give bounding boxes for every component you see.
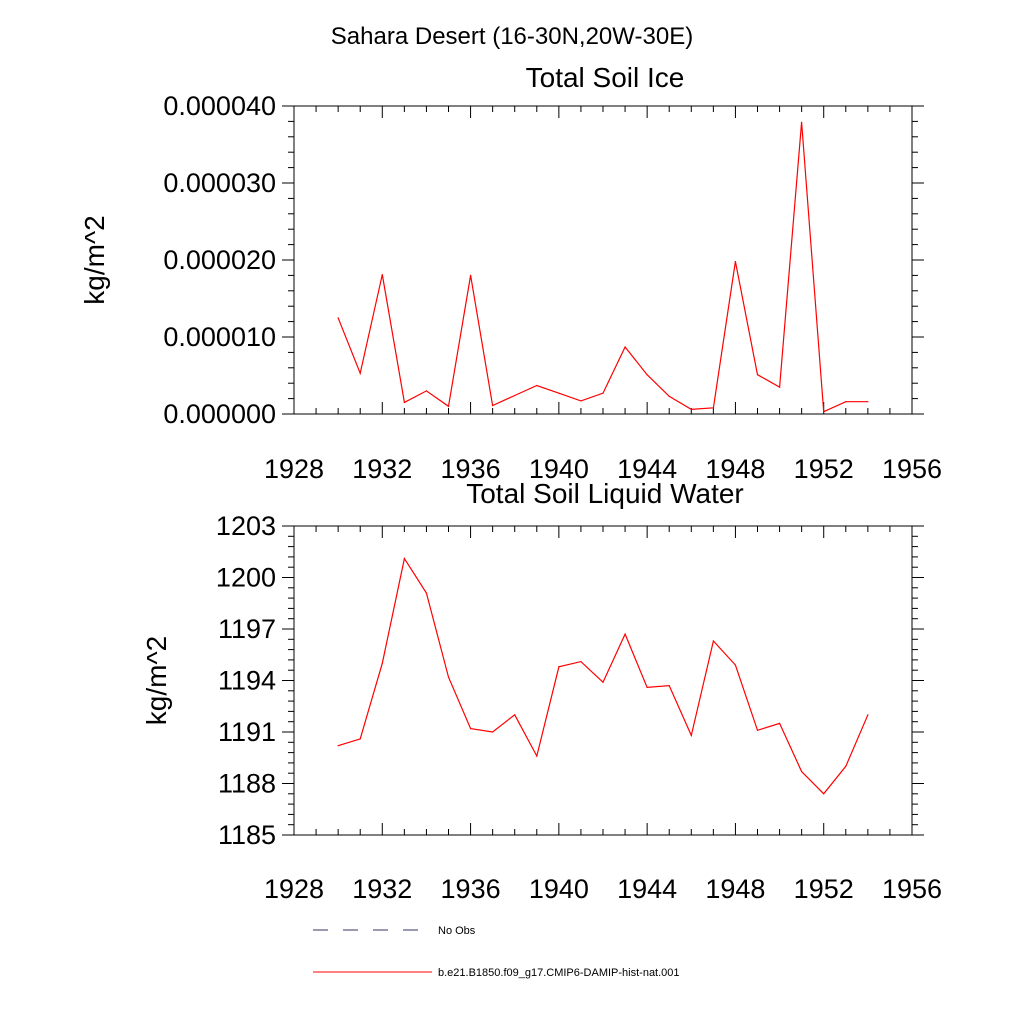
- y-tick-label: 0.000040: [163, 91, 276, 121]
- chart-panels: Total Soil Ice kg/m^2 1928 1932 1936 1940 1944…: [79, 62, 942, 904]
- x-tick-label: 1928: [264, 454, 324, 484]
- data-point: [558, 666, 560, 668]
- y-axis-label: kg/m^2: [79, 215, 110, 304]
- legend: No Obs b.e21.B1850.f09_g17.CMIP6-DAMIP-hi…: [313, 925, 680, 979]
- data-point: [845, 765, 847, 767]
- series-path: [337, 122, 868, 413]
- series-line-1: [337, 557, 869, 795]
- data-point: [337, 317, 339, 319]
- data-point: [690, 734, 692, 737]
- chart-title: Total Soil Ice: [526, 62, 685, 93]
- data-point: [801, 121, 803, 123]
- data-point: [536, 755, 538, 757]
- data-point: [779, 722, 781, 725]
- y-tick-label: 1200: [216, 563, 276, 593]
- data-point: [602, 392, 604, 394]
- data-point: [734, 664, 737, 666]
- x-tick-label: 1940: [529, 454, 589, 484]
- page-title: Sahara Desert (16-30N,20W-30E): [331, 23, 693, 50]
- y-tick-label: 1185: [218, 820, 276, 850]
- data-point: [403, 558, 405, 560]
- series-path: [337, 557, 869, 795]
- data-point: [867, 714, 869, 716]
- y-tick-label: 0.000020: [163, 245, 276, 275]
- x-tick-label: 1936: [441, 874, 501, 904]
- data-point: [536, 384, 538, 387]
- y-tick-label: 1194: [218, 666, 276, 696]
- data-point: [447, 405, 450, 407]
- x-tick-label: 1944: [617, 454, 677, 484]
- data-point: [514, 714, 516, 716]
- data-point: [801, 770, 803, 773]
- data-point: [845, 401, 847, 403]
- data-point: [779, 386, 781, 388]
- data-point: [867, 401, 869, 403]
- x-tick-label: 1948: [705, 874, 765, 904]
- data-point: [823, 793, 825, 795]
- y-tick-label: 0.000000: [163, 399, 276, 429]
- data-point: [756, 729, 759, 731]
- data-point: [558, 392, 560, 394]
- chart-panel-2: Total Soil Liquid Water kg/m^2 1928 1932 193…: [141, 478, 942, 904]
- plot-frame: [293, 105, 913, 415]
- data-point: [823, 411, 825, 413]
- data-point: [447, 676, 450, 678]
- data-point: [712, 640, 715, 642]
- x-tick-label: 1936: [441, 454, 501, 484]
- data-point: [425, 592, 427, 594]
- data-point: [756, 374, 759, 376]
- data-point: [425, 390, 427, 392]
- data-point: [712, 407, 715, 409]
- data-point: [734, 260, 737, 263]
- x-tick-label: 1952: [794, 454, 854, 484]
- x-tick-label: 1956: [882, 874, 942, 904]
- x-tick-label: 1944: [617, 874, 677, 904]
- y-tick-label: 0.000010: [163, 322, 276, 352]
- data-point: [602, 681, 604, 683]
- series-line-1: [337, 121, 869, 413]
- y-tick-label: 1188: [218, 769, 276, 799]
- x-tick-label: 1928: [264, 874, 324, 904]
- data-point: [337, 745, 339, 747]
- data-point: [359, 372, 361, 374]
- x-tick-label: 1932: [352, 454, 412, 484]
- data-point: [668, 685, 670, 687]
- data-point: [646, 374, 648, 376]
- data-point: [690, 408, 692, 410]
- data-point: [624, 346, 626, 348]
- x-tick-label: 1956: [882, 454, 942, 484]
- legend-label-2: b.e21.B1850.f09_g17.CMIP6-DAMIP-hist-nat…: [438, 967, 680, 979]
- chart-panel-1: Total Soil Ice kg/m^2 1928 1932 1936 1940 1944…: [79, 62, 942, 484]
- y-tick-label: 1197: [218, 614, 276, 644]
- data-point: [492, 404, 494, 407]
- y-axis-label: kg/m^2: [141, 636, 172, 725]
- data-point: [403, 401, 405, 403]
- chart-title: Total Soil Liquid Water: [466, 478, 744, 509]
- y-tick-label: 0.000030: [163, 168, 276, 198]
- data-point: [470, 728, 472, 730]
- data-point: [359, 738, 361, 740]
- data-point: [668, 395, 670, 397]
- data-point: [646, 686, 648, 689]
- x-tick-label: 1952: [794, 874, 854, 904]
- x-tick-label: 1948: [705, 454, 765, 484]
- data-point: [470, 274, 472, 276]
- y-tick-label: 1191: [218, 717, 276, 747]
- x-tick-label: 1940: [529, 874, 589, 904]
- data-point: [580, 661, 582, 663]
- x-tick-label: 1932: [352, 874, 412, 904]
- data-point: [381, 662, 383, 664]
- y-tick-label: 1203: [216, 511, 276, 541]
- data-point: [514, 394, 516, 397]
- data-point: [624, 633, 626, 635]
- data-point: [580, 400, 582, 402]
- data-point: [492, 731, 494, 733]
- legend-label-1: No Obs: [438, 925, 476, 937]
- data-point: [381, 274, 383, 276]
